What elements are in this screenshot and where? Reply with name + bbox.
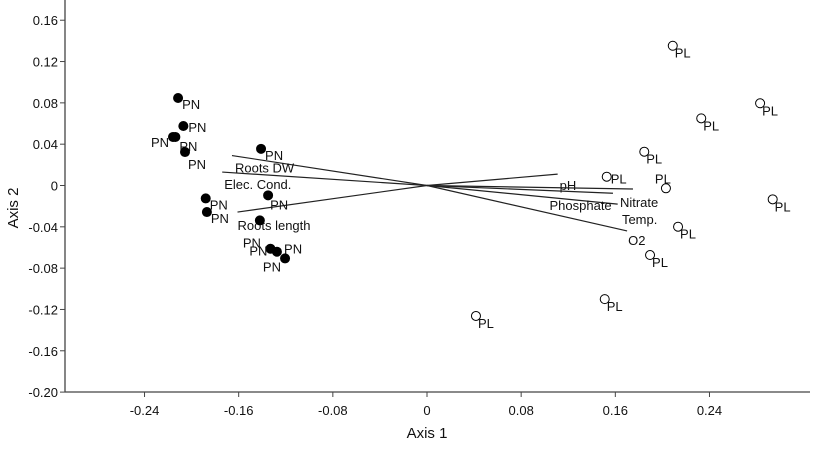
point-label: PN [188, 157, 206, 172]
y-axis-label: Axis 2 [5, 188, 22, 229]
point-label: PL [478, 316, 494, 331]
loading-vector [426, 173, 558, 187]
data-point-pl [601, 171, 612, 182]
point-label: PN [284, 241, 302, 256]
point-label: PL [775, 199, 791, 214]
loading-vector [426, 184, 628, 232]
vector-label: Temp. [622, 212, 657, 227]
data-point-pl [767, 194, 778, 205]
data-point-pl [645, 250, 656, 261]
point-label: PN [263, 260, 281, 275]
y-tick-label: 0.08 [33, 96, 58, 111]
loading-vector [426, 184, 613, 194]
vector-label: Nitrate [620, 195, 658, 210]
point-label: PL [646, 152, 662, 167]
data-point-pn [263, 190, 274, 201]
point-label: PN [182, 97, 200, 112]
point-label: PL [703, 118, 719, 133]
y-tick-label: 0 [51, 179, 58, 194]
point-label: PL [611, 172, 627, 187]
data-point-pn [280, 253, 291, 264]
y-tick-label: -0.20 [28, 385, 58, 400]
point-label: PL [652, 255, 668, 270]
data-point-pn [254, 215, 265, 226]
data-point-pl [667, 40, 678, 51]
point-label: PN [243, 235, 261, 250]
loading-vector [237, 184, 428, 213]
x-tick-label: 0.24 [697, 403, 722, 418]
x-tick-label: 0.08 [509, 403, 534, 418]
x-tick-label: -0.24 [130, 403, 160, 418]
data-point-pl [673, 221, 684, 232]
data-point-pl [470, 310, 481, 321]
vector-label: O2 [628, 233, 645, 248]
y-tick-label: -0.12 [28, 302, 58, 317]
vector-label: pH [560, 178, 577, 193]
point-label: PN [211, 211, 229, 226]
data-point-pn [173, 93, 184, 104]
y-tick-label: 0.04 [33, 137, 58, 152]
x-tick-label: 0 [423, 403, 430, 418]
y-tick-label: -0.16 [28, 344, 58, 359]
data-point-pl [660, 183, 671, 194]
data-point-pl [696, 113, 707, 124]
axes: -0.24 -0.16 -0.08 0 0.08 0.16 0.24 0.16 0.12 0.08… [28, 0, 810, 418]
vector-label: Phosphate [550, 198, 612, 213]
y-tick-label: 0.16 [33, 13, 58, 28]
point-label: PL [680, 227, 696, 242]
y-tick-label: 0.12 [33, 55, 58, 70]
vector-label: Roots length [238, 218, 311, 233]
data-point-pn [201, 207, 212, 218]
data-point-pn [256, 143, 267, 154]
point-label: PN [188, 120, 206, 135]
data-point-pl [639, 146, 650, 157]
point-label: PN [270, 197, 288, 212]
loading-vector [222, 171, 428, 187]
point-label: PL [762, 103, 778, 118]
vector-label: Elec. Cond. [224, 177, 291, 192]
point-label: PN [210, 197, 228, 212]
point-label: PL [607, 299, 623, 314]
loading-vector [426, 184, 618, 205]
x-axis-label: Axis 1 [407, 425, 448, 442]
point-label: PN [265, 148, 283, 163]
data-point-pl [755, 98, 766, 109]
y-tick-label: -0.04 [28, 220, 58, 235]
data-point-pn [200, 193, 211, 204]
data-point-pn [180, 147, 191, 158]
x-tick-label: 0.16 [603, 403, 628, 418]
data-point-pn [271, 246, 282, 257]
data-point-pl [599, 294, 610, 305]
x-tick-label: -0.08 [318, 403, 348, 418]
loading-vector [231, 154, 428, 187]
point-label: PL [655, 171, 671, 186]
point-label: PN [249, 244, 267, 259]
x-tick-label: -0.16 [224, 403, 254, 418]
vector-label: Roots DW [235, 161, 295, 176]
data-point-pn [170, 131, 181, 142]
y-tick-label: -0.08 [28, 261, 58, 276]
point-label: PN [151, 135, 169, 150]
data-point-pn [178, 120, 189, 131]
loading-vector [426, 184, 633, 190]
point-label: PL [675, 46, 691, 61]
